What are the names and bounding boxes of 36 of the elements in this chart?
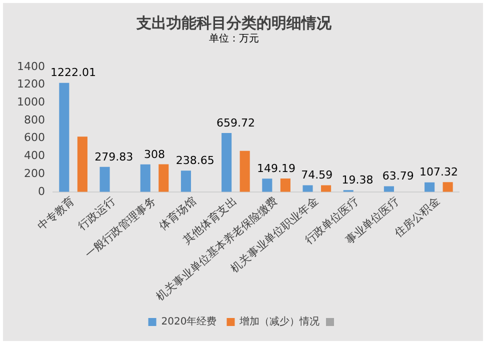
bar (59, 82, 70, 192)
bar (384, 186, 394, 192)
data-label: 149.19 (257, 162, 296, 175)
bar (180, 170, 191, 192)
data-label: 279.83 (94, 150, 134, 164)
bar (222, 133, 232, 192)
data-label: 63.79 (382, 170, 414, 183)
bar (100, 166, 110, 192)
legend-label: 2020年经费 (161, 316, 217, 328)
bar (442, 182, 453, 192)
bar (302, 185, 313, 192)
bar (280, 178, 290, 192)
y-tick-label: 400 (24, 149, 45, 162)
legend-label: 增加（减少）情况 (238, 316, 320, 328)
y-tick-label: 1000 (16, 96, 45, 109)
y-tick-label: 600 (24, 131, 45, 144)
data-label: 308 (144, 148, 165, 161)
bar (77, 136, 88, 192)
bar (140, 164, 150, 192)
data-label: 1222.01 (50, 66, 96, 80)
y-tick-label: 1400 (16, 60, 45, 73)
bar (262, 178, 272, 192)
data-label: 238.65 (176, 154, 214, 167)
data-label: 659.72 (216, 116, 255, 130)
y-tick-label: 1200 (16, 78, 45, 91)
y-tick-label: 200 (24, 166, 45, 180)
data-label: 74.59 (301, 168, 333, 182)
bar (240, 150, 250, 192)
chart-title: 支出功能科目分类的明细情况 (136, 14, 332, 32)
bar (321, 185, 332, 192)
bar (158, 164, 169, 192)
data-label: 19.38 (342, 174, 374, 187)
chart-subtitle: 单位：万元 (209, 32, 259, 45)
bar (424, 182, 435, 192)
data-label: 107.32 (419, 166, 458, 179)
y-tick-label: 800 (24, 113, 45, 126)
